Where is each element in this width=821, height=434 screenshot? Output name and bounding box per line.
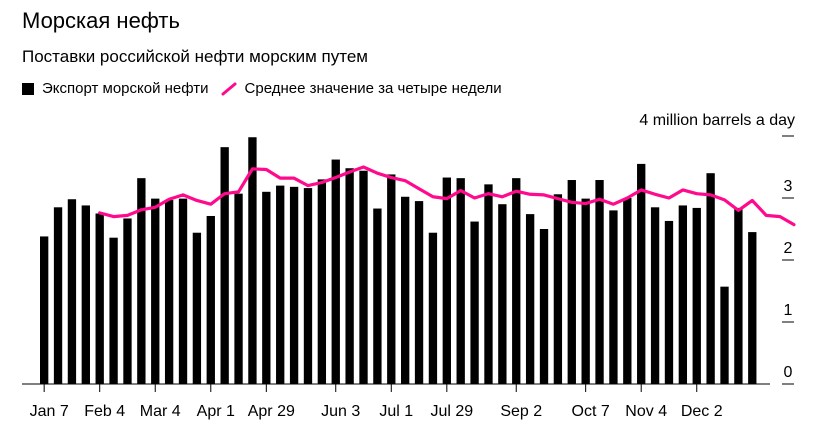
bar — [317, 179, 327, 384]
bar — [581, 198, 590, 384]
bar — [720, 286, 729, 384]
bar — [178, 198, 188, 384]
bar — [81, 205, 90, 384]
bar — [512, 178, 521, 384]
x-tick-label: Nov 4 — [625, 403, 667, 420]
bar — [206, 215, 215, 384]
x-axis: Jan 7 Feb 4 Mar 4 Apr 1 Apr 29 Jun 3 Jul 1 Jul … — [22, 383, 770, 420]
bar — [276, 185, 285, 384]
x-tick-label: Sep 2 — [500, 403, 542, 420]
y-axis: 0 1 2 3 4 million barrels a day — [639, 112, 795, 385]
x-tick-label: Apr 29 — [248, 403, 295, 420]
bar — [428, 232, 438, 384]
bar — [387, 174, 396, 384]
bar — [664, 220, 674, 384]
bar — [734, 207, 743, 384]
bar — [373, 208, 382, 384]
x-tick-label: Feb 4 — [84, 403, 125, 420]
bar — [414, 201, 424, 384]
bar — [220, 147, 229, 384]
average-line-series — [98, 165, 796, 227]
chart-title: Морская нефть — [22, 8, 180, 33]
legend-item-bars: Экспорт морской нефти — [22, 80, 209, 97]
bar — [359, 170, 368, 384]
bar — [151, 198, 160, 384]
legend-label-line: Среднее значение за четыре недели — [244, 80, 502, 97]
x-tick-label: Jul 29 — [430, 403, 473, 420]
bar — [498, 204, 507, 384]
bar — [623, 198, 632, 384]
bar — [748, 232, 757, 384]
y-tick-label: 1 — [784, 302, 793, 319]
bar — [109, 237, 118, 384]
bar — [678, 205, 688, 384]
bar — [331, 159, 340, 384]
bar — [53, 207, 63, 384]
bar — [567, 180, 576, 384]
bar-series — [40, 137, 757, 384]
x-tick-label: Jul 1 — [379, 403, 413, 420]
x-tick-label: Oct 7 — [572, 403, 610, 420]
legend: Экспорт морской нефти Среднее значение з… — [22, 80, 514, 97]
bar — [248, 137, 257, 384]
bar — [95, 213, 104, 384]
x-tick-label: Mar 4 — [140, 403, 181, 420]
line-swatch-icon — [221, 82, 237, 95]
bar — [192, 232, 202, 384]
legend-label-bars: Экспорт морской нефти — [42, 80, 209, 97]
bar — [456, 178, 465, 384]
bar — [164, 199, 174, 384]
bar — [442, 177, 451, 384]
bar — [303, 188, 313, 384]
bar — [262, 191, 271, 384]
bar — [650, 207, 660, 384]
bar — [67, 199, 77, 384]
bar — [234, 193, 243, 384]
bar — [40, 236, 49, 384]
y-tick-label: 0 — [784, 364, 793, 381]
bar — [123, 218, 132, 384]
x-tick-label: Apr 1 — [197, 403, 235, 420]
x-tick-label: Dec 2 — [681, 403, 723, 420]
bar — [609, 210, 618, 384]
bar — [470, 221, 479, 384]
y-tick-label: 3 — [784, 178, 793, 195]
bar — [484, 184, 493, 384]
bar — [595, 180, 604, 384]
bar — [692, 207, 701, 384]
bar — [137, 178, 146, 384]
bar — [345, 168, 354, 384]
chart-subtitle: Поставки российской нефти морским путем — [22, 47, 368, 66]
bar-swatch-icon — [22, 82, 34, 95]
bar — [525, 214, 535, 384]
y-unit-label: 4 million barrels a day — [639, 112, 795, 129]
bar — [539, 229, 549, 384]
x-tick-label: Jun 3 — [321, 403, 360, 420]
average-line — [98, 165, 796, 227]
bar — [553, 194, 563, 384]
y-tick-label: 2 — [784, 240, 793, 257]
x-tick-label: Jan 7 — [30, 403, 69, 420]
bar — [706, 173, 715, 384]
bar — [401, 196, 410, 384]
legend-item-line: Среднее значение за четыре недели — [221, 80, 502, 97]
bar — [637, 163, 646, 384]
bar — [289, 186, 299, 384]
